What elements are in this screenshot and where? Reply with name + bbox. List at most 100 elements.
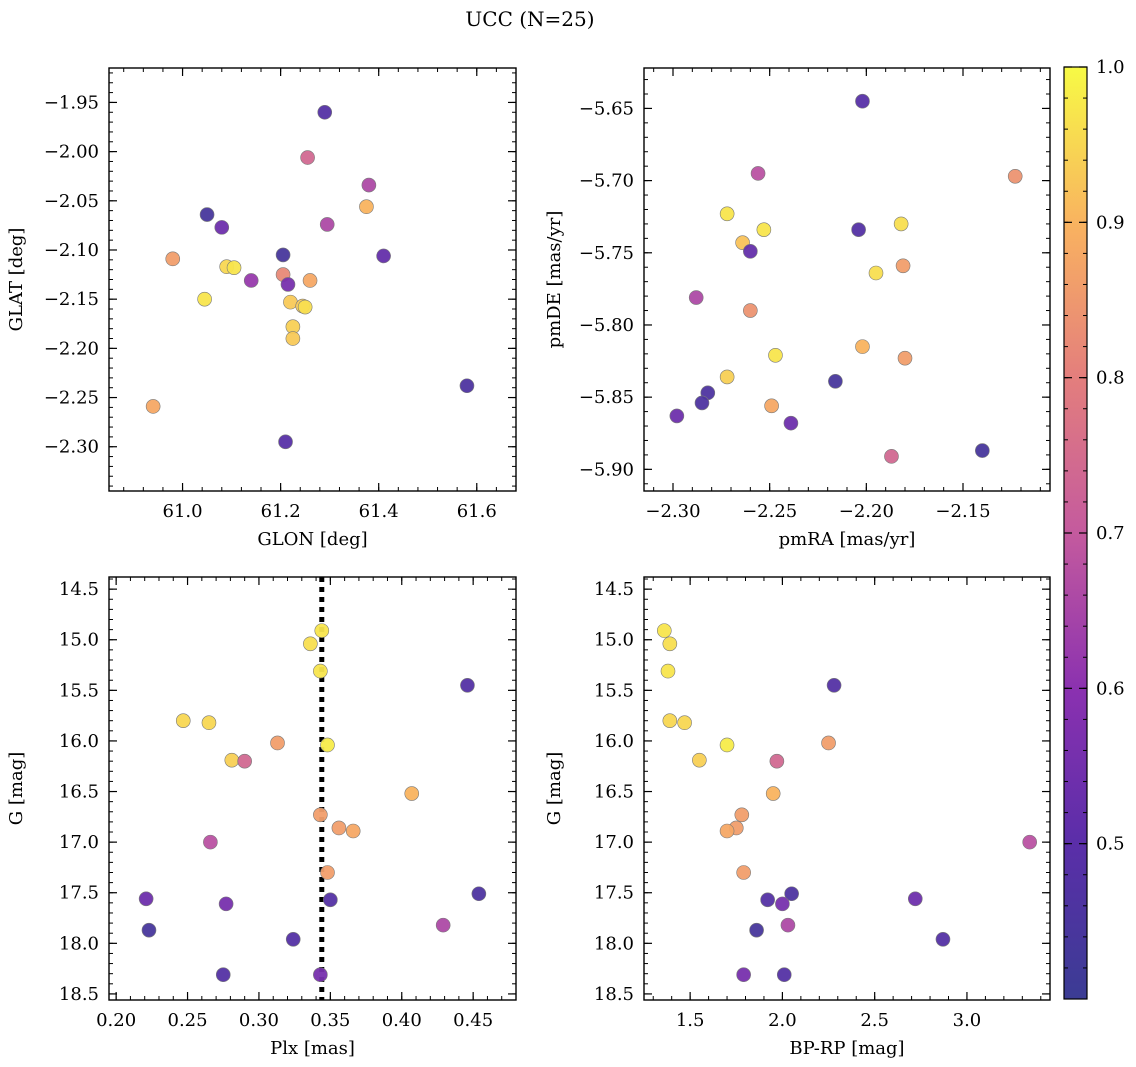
data-point (285, 331, 301, 346)
data-point (175, 713, 191, 728)
data-point (314, 623, 330, 638)
data-point (764, 398, 779, 414)
x-tick-label: 61.6 (457, 501, 497, 522)
panel-pmra-pmde: −2.30 −2.25 −2.20 −2.15 −5.65 −5.70 −5.75 −5.80… (544, 67, 1051, 550)
data-point (313, 967, 328, 983)
x-tick-label: 2.5 (860, 1010, 889, 1031)
panel-glon-glat: 61.0 61.2 61.4 61.6 −1.95 −2.00 −2.05 −2.10 −2.1… (6, 67, 517, 550)
data-point (345, 823, 361, 839)
data-point (138, 891, 154, 907)
y-tick-label: −5.70 (579, 171, 634, 192)
axes-frame (108, 576, 517, 1001)
minor-ticks (644, 577, 1050, 1000)
y-tick-label: −5.65 (579, 98, 634, 119)
data-point (736, 865, 751, 880)
data-point (404, 786, 420, 801)
y-tick-label: 15.0 (594, 630, 634, 651)
data-point (895, 258, 911, 274)
data-point (323, 892, 338, 908)
plot-area (669, 93, 1023, 464)
data-point (376, 248, 391, 264)
data-point (303, 636, 318, 652)
colorbar-tick-label: 0.5 (1096, 834, 1125, 855)
y-tick-label: −2.00 (44, 142, 99, 163)
x-tick-label: −2.25 (742, 501, 797, 522)
data-point (783, 415, 799, 431)
data-point (313, 663, 328, 679)
y-tick-label: 16.5 (59, 782, 99, 803)
data-point (226, 260, 242, 275)
y-tick-label: −2.10 (44, 240, 99, 261)
x-tick-label: 0.30 (239, 1010, 279, 1031)
y-axis-label: GLAT [deg] (6, 228, 27, 332)
y-tick-label: 16.5 (594, 782, 634, 803)
colorbar-tick-label: 0.6 (1096, 678, 1125, 699)
plot-area (656, 623, 1037, 983)
y-tick-label: 15.5 (594, 680, 634, 701)
x-tick-label: 0.25 (168, 1010, 208, 1031)
data-point (780, 917, 796, 933)
x-tick-label: −2.30 (645, 501, 700, 522)
x-tick-label: 0.45 (453, 1010, 493, 1031)
data-point (320, 737, 335, 753)
minor-ticks (644, 68, 1050, 491)
data-point (775, 896, 790, 912)
data-point (359, 199, 374, 215)
data-point (218, 896, 234, 912)
data-point (460, 677, 475, 693)
panel-plx-g: 0.20 0.25 0.30 0.35 0.40 0.45 14.5 15.0 15.5 16.0… (6, 576, 517, 1059)
data-point (719, 206, 735, 222)
data-point (828, 373, 843, 389)
data-point (1022, 834, 1037, 850)
data-point (313, 807, 328, 823)
data-point (145, 399, 161, 414)
data-point (199, 207, 215, 222)
data-point (297, 299, 313, 315)
colorbar-ticks: 0.5 0.6 0.7 0.8 0.9 1.0 (1064, 57, 1125, 969)
x-axis-label: Plx [mas] (270, 1038, 355, 1059)
x-tick-label: 0.35 (310, 1010, 350, 1031)
data-point (765, 786, 781, 801)
y-axis-label: pmDE [mas/yr] (544, 211, 565, 349)
data-point (361, 177, 377, 193)
data-point (165, 251, 181, 267)
y-tick-label: −2.30 (44, 437, 99, 458)
y-tick-label: −2.05 (44, 191, 99, 212)
data-point (736, 967, 751, 983)
x-tick-label: 2.0 (768, 1010, 797, 1031)
data-point (743, 303, 758, 318)
data-point (756, 222, 772, 237)
y-tick-label: 14.5 (59, 579, 99, 600)
y-tick-label: 15.0 (59, 630, 99, 651)
data-point (270, 735, 285, 751)
data-point (215, 967, 231, 983)
data-point (1007, 168, 1023, 184)
data-point (893, 216, 909, 232)
data-point (278, 434, 293, 450)
data-point (750, 166, 766, 181)
data-point (660, 663, 676, 679)
y-tick-label: 17.0 (594, 832, 634, 853)
data-point (141, 922, 157, 938)
axes-frame (108, 67, 517, 492)
data-point (285, 931, 301, 947)
data-point (319, 217, 335, 232)
y-tick-label: −5.80 (579, 315, 634, 336)
y-tick-label: −2.20 (44, 338, 99, 359)
y-tick-label: −1.95 (44, 92, 99, 113)
data-point (719, 823, 735, 839)
y-tick-label: 18.5 (594, 984, 634, 1005)
colorbar-tick-label: 0.8 (1096, 368, 1125, 389)
data-point (302, 273, 318, 288)
y-tick-label: −2.25 (44, 388, 99, 409)
x-tick-label: 61.4 (359, 501, 399, 522)
panel-bprp-g: 1.5 2.0 2.5 3.0 14.5 15.0 15.5 16.0 16.5 17.0 17.5… (544, 576, 1051, 1059)
data-point (821, 735, 836, 751)
y-tick-label: 16.0 (59, 731, 99, 752)
y-tick-label: 15.5 (59, 680, 99, 701)
data-point (280, 277, 296, 292)
data-point (677, 715, 692, 731)
y-tick-label: 17.5 (594, 883, 634, 904)
y-tick-label: 14.5 (594, 579, 634, 600)
